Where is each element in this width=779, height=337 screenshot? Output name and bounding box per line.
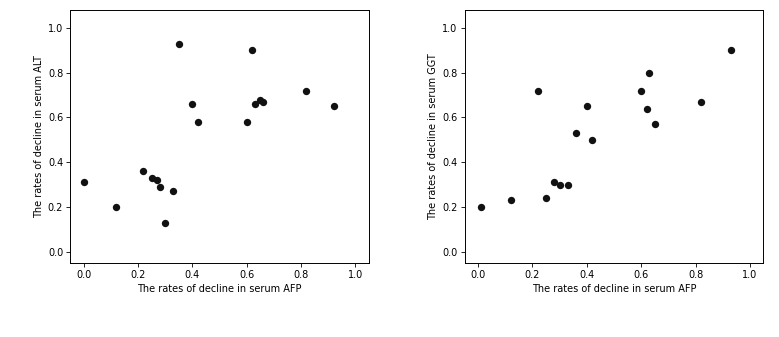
- Point: [151, 177, 164, 183]
- Point: [192, 119, 204, 125]
- Point: [540, 195, 552, 201]
- Point: [146, 175, 158, 181]
- Point: [505, 197, 517, 203]
- X-axis label: The rates of decline in serum AFP: The rates of decline in serum AFP: [532, 284, 696, 294]
- Point: [327, 103, 340, 109]
- Point: [580, 103, 593, 109]
- Point: [172, 41, 185, 47]
- Point: [186, 101, 199, 107]
- Point: [137, 168, 150, 174]
- Point: [249, 101, 261, 107]
- Point: [241, 119, 253, 125]
- Point: [246, 48, 259, 53]
- Point: [695, 99, 707, 104]
- Point: [153, 184, 166, 189]
- Point: [159, 220, 171, 225]
- Y-axis label: The rates of decline in serum ALT: The rates of decline in serum ALT: [33, 55, 44, 218]
- Point: [586, 137, 598, 143]
- X-axis label: The rates of decline in serum AFP: The rates of decline in serum AFP: [137, 284, 301, 294]
- Point: [474, 204, 487, 210]
- Y-axis label: The rates of decline in serum GGT: The rates of decline in serum GGT: [428, 53, 438, 220]
- Point: [167, 189, 180, 194]
- Point: [643, 70, 656, 75]
- Point: [254, 97, 266, 102]
- Point: [77, 180, 90, 185]
- Point: [257, 99, 270, 104]
- Point: [553, 182, 566, 187]
- Point: [649, 121, 661, 127]
- Point: [300, 88, 312, 93]
- Point: [562, 182, 574, 187]
- Point: [635, 88, 647, 93]
- Point: [724, 48, 737, 53]
- Point: [548, 180, 560, 185]
- Point: [110, 204, 122, 210]
- Point: [532, 88, 545, 93]
- Point: [569, 130, 582, 136]
- Point: [640, 106, 653, 111]
